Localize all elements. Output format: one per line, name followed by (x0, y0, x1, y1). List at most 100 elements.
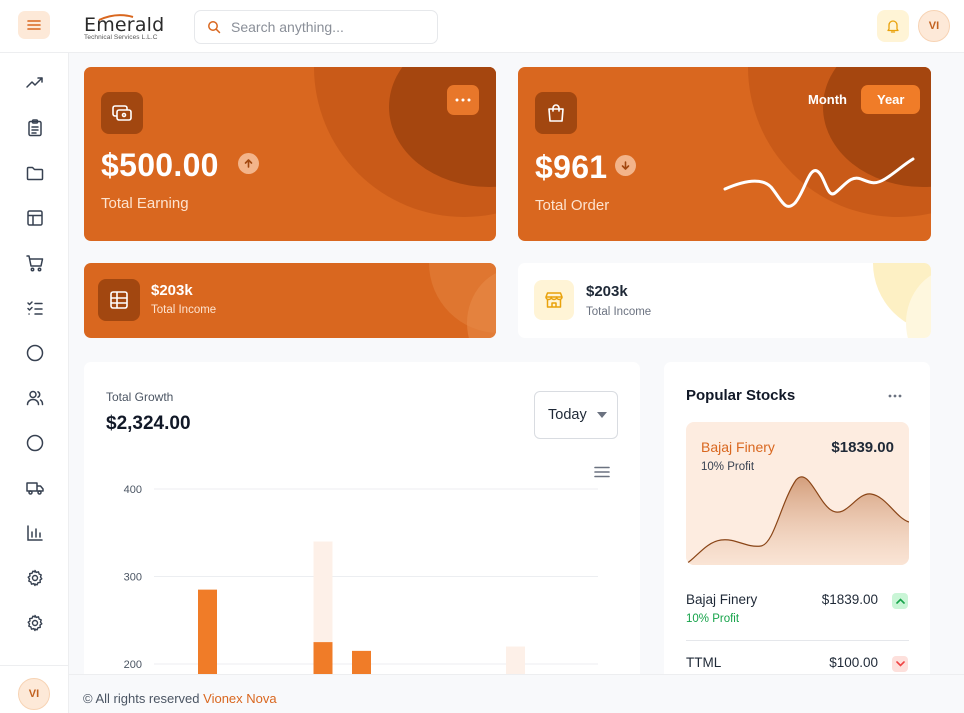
featured-stock-name: Bajaj Finery (701, 439, 775, 455)
notifications-button[interactable] (877, 10, 909, 42)
folder-icon (26, 166, 44, 181)
chart-menu-button[interactable] (594, 465, 610, 483)
order-sparkline (723, 157, 915, 208)
period-select-value: Today (548, 407, 587, 423)
income-light-label: Total Income (586, 306, 652, 318)
total-earning-card: $500.00 Total Earning (84, 67, 496, 241)
earning-more-button[interactable] (447, 85, 479, 115)
search-box[interactable] (194, 10, 438, 44)
user-avatar[interactable]: VI (918, 10, 950, 42)
growth-title: Total Growth (106, 390, 174, 404)
income-dark-amount: $203k (151, 282, 193, 299)
menu-button[interactable] (18, 11, 50, 39)
earning-amount: $500.00 (101, 147, 219, 183)
chevron-up-icon (895, 598, 905, 604)
y-tick-label: 200 (124, 659, 142, 671)
footer-copyright: © All rights reserved (83, 691, 200, 706)
stock-item-profit: 10% Profit (686, 613, 740, 625)
top-bar: Emerald Technical Services L.L.C VI (0, 0, 964, 53)
more-horizontal-icon (455, 98, 471, 102)
income-dark-label: Total Income (151, 304, 217, 316)
featured-stock-profit: 10% Profit (701, 461, 755, 473)
footer: © All rights reserved Vionex Nova (69, 674, 964, 713)
store-icon (545, 292, 563, 308)
table-icon-box (98, 279, 140, 321)
search-icon (207, 20, 221, 34)
sidebar-item-checklist[interactable] (23, 296, 47, 320)
bar-chart-icon (27, 525, 43, 541)
chevron-down-icon (895, 661, 905, 667)
sidebar-item-users[interactable] (23, 386, 47, 410)
stock-item-price: $100.00 (829, 655, 878, 670)
sidebar-item-dashboard[interactable] (23, 71, 47, 95)
total-income-card-light: $203k Total Income (518, 263, 931, 338)
sidebar-item-files[interactable] (23, 161, 47, 185)
total-order-card: Month Year $961 Total Order (518, 67, 931, 241)
bell-icon (887, 20, 899, 33)
logo-swoosh-icon (98, 14, 134, 21)
earning-trend-badge (238, 153, 259, 174)
sidebar-item-layout[interactable] (23, 206, 47, 230)
featured-stock-price: $1839.00 (831, 439, 894, 456)
wallet-icon-box (101, 92, 143, 134)
layout-icon (27, 210, 43, 226)
sidebar-item-delivery[interactable] (23, 476, 47, 500)
users-icon (26, 390, 44, 406)
store-icon-box (534, 280, 574, 320)
total-growth-card: Total Growth $2,324.00 Today 400 300 200 (84, 362, 640, 682)
stock-item-name[interactable]: TTML (686, 655, 722, 670)
bar-light[interactable] (506, 646, 525, 683)
circle-icon (26, 434, 44, 452)
trending-up-icon (26, 77, 43, 88)
brand-name: Emerald (84, 14, 165, 36)
sidebar-item-settings-one[interactable] (23, 566, 47, 590)
table-icon (110, 291, 128, 309)
y-tick-label: 400 (124, 484, 142, 496)
brand-subtitle: Technical Services L.L.C (84, 34, 158, 41)
settings-icon (27, 614, 43, 632)
order-label: Total Order (535, 197, 610, 214)
income-light-amount: $203k (586, 283, 628, 300)
year-toggle[interactable]: Year (860, 84, 921, 114)
search-input[interactable] (231, 19, 421, 35)
stocks-more-button[interactable] (888, 385, 902, 403)
settings-icon (27, 569, 43, 587)
sidebar-item-tasks[interactable] (23, 116, 47, 140)
bar[interactable] (198, 589, 217, 682)
sidebar-item-circle-one[interactable] (23, 341, 47, 365)
order-amount: $961 (535, 149, 608, 185)
shopping-bag-icon-box (535, 92, 577, 134)
caret-down-icon (596, 412, 607, 418)
sidebar-item-settings-two[interactable] (23, 611, 47, 635)
cart-icon (26, 255, 44, 272)
stock-item-name[interactable]: Bajaj Finery (686, 592, 758, 607)
arrow-up-icon (244, 159, 253, 168)
bar[interactable] (313, 642, 333, 682)
circle-icon (26, 344, 44, 362)
truck-icon (26, 482, 44, 495)
brand-logo[interactable]: Emerald Technical Services L.L.C (84, 13, 174, 41)
featured-stock-card[interactable]: Bajaj Finery $1839.00 10% Profit (686, 422, 909, 565)
stock-item-price: $1839.00 (821, 592, 878, 607)
earning-label: Total Earning (101, 195, 189, 212)
sidebar-item-cart[interactable] (23, 251, 47, 275)
stock-trend-up-badge (892, 593, 908, 609)
sidebar-item-circle-two[interactable] (23, 431, 47, 455)
growth-amount: $2,324.00 (106, 413, 191, 434)
shopping-bag-icon (548, 104, 564, 122)
footer-text: © All rights reserved Vionex Nova (83, 691, 277, 706)
month-toggle[interactable]: Month (808, 91, 847, 107)
footer-company-link[interactable]: Vionex Nova (203, 691, 277, 706)
period-select[interactable]: Today (534, 391, 618, 439)
popular-stocks-card: Popular Stocks Bajaj Finery $1839.00 10%… (664, 362, 930, 682)
cards-icon (112, 105, 132, 121)
arrow-down-icon (621, 161, 630, 170)
clipboard-icon (28, 119, 42, 137)
featured-stock-area-chart (686, 476, 909, 565)
sidebar: VI (0, 53, 69, 713)
hamburger-icon (27, 20, 41, 30)
order-period-toggle: Month Year (798, 84, 921, 114)
sidebar-item-reports[interactable] (23, 521, 47, 545)
more-horizontal-icon (888, 394, 902, 398)
sidebar-user-avatar[interactable]: VI (18, 678, 50, 710)
